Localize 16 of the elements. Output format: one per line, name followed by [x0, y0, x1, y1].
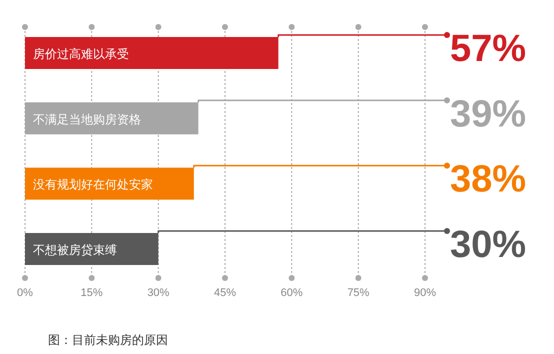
x-tick-label: 60% — [280, 287, 303, 299]
y-tick-label: 不想被房贷束缚 — [33, 243, 117, 257]
x-tick-label: 30% — [147, 287, 170, 299]
y-tick-label: 房价过高难以承受 — [33, 47, 129, 61]
data-label: 38% — [450, 158, 526, 201]
x-tick-label: 90% — [414, 287, 436, 299]
y-tick-label: 不满足当地购房资格 — [33, 112, 141, 126]
data-label: 30% — [450, 224, 526, 266]
y-tick-label: 没有规划好在何处安家 — [33, 178, 153, 192]
x-tick-label: 75% — [347, 287, 370, 299]
x-tick-label: 0% — [17, 287, 34, 299]
x-tick-label: 15% — [80, 287, 103, 299]
text: 图：目前未购房的原因 — [48, 333, 168, 347]
x-tick-label: 45% — [214, 287, 236, 299]
data-label: 39% — [450, 93, 526, 136]
data-label: 57% — [450, 28, 526, 70]
